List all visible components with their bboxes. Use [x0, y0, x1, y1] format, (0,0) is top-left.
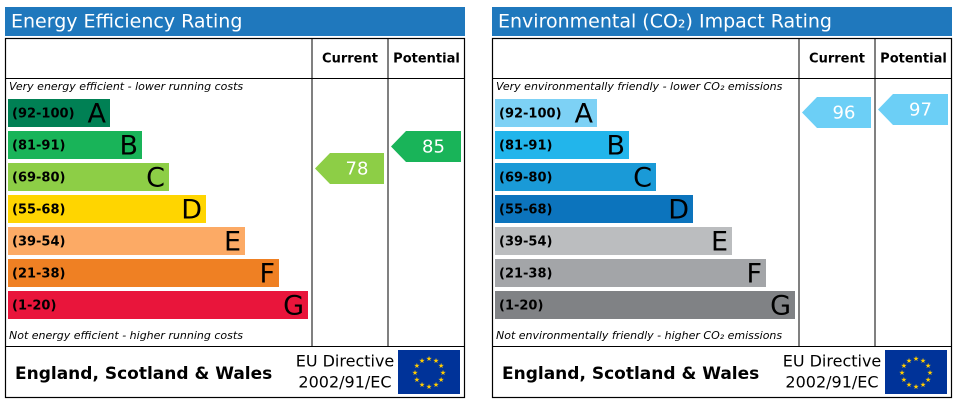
rating-band [8, 291, 308, 319]
flag-star: ★ [906, 381, 912, 389]
rating-arrow [391, 131, 461, 162]
band-range: (21-38) [499, 267, 552, 282]
bottom-note: Not environmentally friendly - higher CO… [496, 329, 782, 342]
band-letter: E [711, 227, 728, 258]
flag-star: ★ [433, 381, 439, 389]
flag-star: ★ [414, 362, 420, 370]
flag-star: ★ [438, 376, 444, 384]
band-letter: G [770, 291, 791, 322]
flag-star: ★ [913, 355, 919, 363]
column-header: Current [322, 52, 378, 67]
flag-star: ★ [433, 357, 439, 365]
flag-star: ★ [901, 376, 907, 384]
band-range: (39-54) [12, 235, 65, 250]
band-range: (92-100) [499, 107, 562, 122]
rating-band [495, 259, 766, 287]
rating-arrow [878, 94, 948, 125]
band-letter: B [119, 131, 138, 162]
rating-band [8, 195, 206, 223]
region: England, Scotland & Wales [502, 364, 759, 384]
band-letter: B [606, 131, 625, 162]
eu-flag [398, 350, 460, 394]
band-range: (81-91) [499, 139, 552, 154]
flag-star: ★ [899, 369, 905, 377]
band-range: (92-100) [12, 107, 75, 122]
flag-star: ★ [419, 381, 425, 389]
band-letter: E [224, 227, 241, 258]
flag-star: ★ [925, 362, 931, 370]
rating-value: 97 [909, 100, 932, 121]
column-header: Current [809, 52, 865, 67]
rating-band [495, 163, 656, 191]
rating-value: 96 [833, 103, 856, 124]
band-range: (55-68) [12, 203, 65, 218]
flag-star: ★ [438, 362, 444, 370]
band-range: (55-68) [499, 203, 552, 218]
rating-band [8, 163, 169, 191]
band-letter: D [181, 195, 202, 226]
panel-frame [491, 37, 953, 399]
band-range: (21-38) [12, 267, 65, 282]
directive: EU Directive [296, 352, 395, 371]
rating-band [8, 227, 245, 255]
band-range: (81-91) [12, 139, 65, 154]
title-bar [492, 7, 952, 36]
flag-star: ★ [901, 362, 907, 370]
flag-star: ★ [426, 355, 432, 363]
band-letter: C [633, 163, 652, 194]
directive: EU Directive [783, 352, 882, 371]
flag-star: ★ [927, 369, 933, 377]
panel-title: Energy Efficiency Rating [11, 11, 242, 33]
band-letter: C [146, 163, 165, 194]
column-header: Potential [393, 52, 460, 67]
band-range: (1-20) [12, 299, 56, 314]
flag-star: ★ [426, 383, 432, 391]
eu-flag [885, 350, 947, 394]
directive: 2002/91/EC [785, 373, 878, 392]
band-letter: F [259, 259, 275, 290]
band-letter: A [575, 99, 594, 130]
flag-star: ★ [920, 381, 926, 389]
flag-star: ★ [913, 383, 919, 391]
rating-band [495, 195, 693, 223]
flag-star: ★ [906, 357, 912, 365]
flag-star: ★ [419, 357, 425, 365]
flag-star: ★ [925, 376, 931, 384]
rating-band [8, 259, 279, 287]
directive: 2002/91/EC [298, 373, 391, 392]
rating-band [495, 227, 732, 255]
band-letter: F [746, 259, 762, 290]
band-range: (69-80) [12, 171, 65, 186]
rating-band [495, 99, 597, 127]
rating-band [495, 291, 795, 319]
rating-arrow [802, 97, 871, 128]
rating-value: 78 [346, 159, 369, 180]
band-letter: D [668, 195, 689, 226]
top-note: Very energy efficient - lower running co… [9, 80, 243, 93]
rating-band [8, 99, 110, 127]
rating-band [495, 131, 629, 159]
band-range: (1-20) [499, 299, 543, 314]
flag-star: ★ [412, 369, 418, 377]
flag-star: ★ [920, 357, 926, 365]
top-note: Very environmentally friendly - lower CO… [496, 80, 783, 93]
flag-star: ★ [440, 369, 446, 377]
band-letter: A [88, 99, 107, 130]
band-range: (69-80) [499, 171, 552, 186]
region: England, Scotland & Wales [15, 364, 272, 384]
rating-arrow [315, 153, 384, 184]
band-letter: G [283, 291, 304, 322]
bottom-note: Not energy efficient - higher running co… [9, 329, 243, 342]
rating-band [8, 131, 142, 159]
band-range: (39-54) [499, 235, 552, 250]
panel-title: Environmental (CO₂) Impact Rating [498, 11, 832, 33]
flag-star: ★ [414, 376, 420, 384]
panel-frame [4, 37, 466, 399]
rating-value: 85 [422, 137, 445, 158]
column-header: Potential [880, 52, 947, 67]
title-bar [5, 7, 465, 36]
